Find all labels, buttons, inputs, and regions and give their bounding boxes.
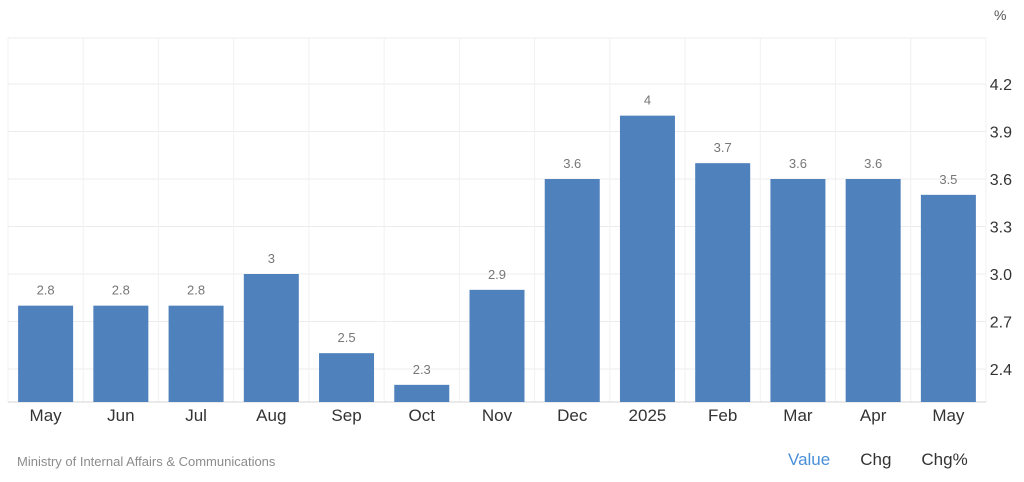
bar-value-label: 3.6: [789, 156, 807, 171]
view-tabs: Value Chg Chg%: [788, 450, 968, 470]
unit-label: %: [994, 7, 1007, 23]
source-label: Ministry of Internal Affairs & Communica…: [17, 454, 276, 469]
bar-value-label: 2.8: [187, 283, 205, 298]
bar-value-label: 3.6: [563, 156, 581, 171]
value-labels: 2.8 2.8 2.8 3 2.5 2.3 2.9 3.6 4 3.7 3.6 3.6 3.5: [37, 93, 958, 377]
bar: [168, 305, 224, 402]
bar-value-label: 2.9: [488, 267, 506, 282]
tab-chg-percent[interactable]: Chg%: [921, 450, 968, 469]
y-tick-label: 3.0: [990, 267, 1012, 284]
bar-value-label: 3.5: [939, 172, 957, 187]
bar: [920, 194, 976, 402]
x-tick-label: Aug: [256, 406, 286, 425]
x-tick-label: Apr: [860, 406, 887, 425]
bar: [770, 179, 826, 402]
x-tick-label: Nov: [482, 406, 513, 425]
x-tick-label: May: [30, 406, 63, 425]
bar: [845, 179, 901, 402]
bar-value-label: 4: [644, 93, 651, 108]
bar-chart: 2.8 2.8 2.8 3 2.5 2.3 2.9 3.6 4 3.7 3.6 3.6 3.5 May J…: [7, 37, 1012, 425]
y-tick-label: 3.9: [990, 125, 1012, 142]
x-tick-label: Jun: [107, 406, 134, 425]
y-tick-label: 4.2: [990, 77, 1012, 94]
x-tick-label: Dec: [557, 406, 588, 425]
bar-value-label: 2.3: [413, 362, 431, 377]
bar: [544, 179, 600, 402]
y-tick-label: 2.4: [990, 362, 1012, 379]
x-axis-labels: May Jun Jul Aug Sep Oct Nov Dec 2025 Feb Mar Apr May: [30, 406, 965, 425]
x-tick-label: Oct: [409, 406, 436, 425]
y-tick-label: 3.6: [990, 172, 1012, 189]
x-tick-label: Mar: [783, 406, 813, 425]
bar: [695, 163, 751, 402]
tab-value[interactable]: Value: [788, 450, 831, 469]
bar: [243, 274, 299, 402]
bar-value-label: 2.8: [37, 283, 55, 298]
x-tick-label: Feb: [708, 406, 737, 425]
bar-value-label: 2.5: [337, 330, 355, 345]
x-tick-label: May: [932, 406, 965, 425]
bar: [18, 305, 74, 402]
y-tick-label: 2.7: [990, 315, 1012, 332]
bars: [18, 115, 976, 403]
tab-chg[interactable]: Chg: [860, 450, 892, 469]
bar: [394, 384, 450, 402]
x-tick-label: 2025: [629, 406, 667, 425]
bar: [469, 289, 525, 402]
bar-value-label: 3.7: [714, 140, 732, 155]
bar: [93, 305, 149, 402]
bar: [619, 115, 675, 403]
bar: [319, 353, 375, 402]
y-axis-labels: 2.4 2.7 3.0 3.3 3.6 3.9 4.2: [990, 77, 1012, 379]
y-tick-label: 3.3: [990, 220, 1012, 237]
bar-value-label: 3.6: [864, 156, 882, 171]
x-tick-label: Jul: [185, 406, 207, 425]
bar-value-label: 2.8: [112, 283, 130, 298]
bar-value-label: 3: [268, 251, 275, 266]
x-tick-label: Sep: [331, 406, 361, 425]
